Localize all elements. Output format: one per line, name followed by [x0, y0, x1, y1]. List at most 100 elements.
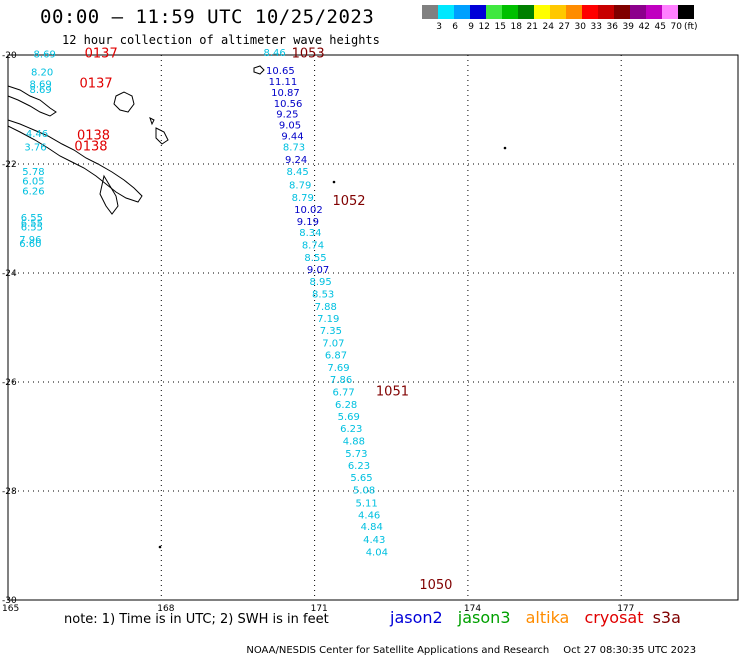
- units-note: note: 1) Time is in UTC; 2) SWH is in fe…: [64, 612, 329, 627]
- x-tick-label: 165: [2, 604, 19, 614]
- wave-height-value: 6.23: [340, 424, 362, 435]
- footer: NOAA/NESDIS Center for Satellite Applica…: [240, 634, 696, 656]
- coastline-segment: [155, 127, 169, 145]
- legend-label: 12: [478, 22, 490, 32]
- coastline-segment: [99, 174, 119, 215]
- wave-height-value: 7.19: [317, 314, 339, 325]
- wave-height-value: 8.55: [304, 253, 326, 264]
- wave-height-value: 10.65: [266, 66, 295, 77]
- wave-height-value: 4.88: [343, 437, 365, 448]
- island-dot: [158, 545, 162, 549]
- legend-label: 21: [526, 22, 538, 32]
- axis-ticks: 165 168 171 174 177 -20 -22 -24 -26 -28 -30: [2, 51, 634, 614]
- wave-height-value: 8.53: [312, 290, 334, 301]
- wave-height-value: 8.79: [292, 193, 314, 204]
- legend-label: 33: [590, 22, 602, 32]
- legend-swatch: [454, 5, 470, 19]
- wave-height-value: 6.05: [22, 177, 44, 188]
- legend-swatch: [630, 5, 646, 19]
- coastline-segment: [149, 117, 155, 126]
- wave-height-value: 7.88: [315, 302, 337, 313]
- wave-height-value: 6.77: [332, 388, 354, 399]
- wave-height-value: 9.07: [307, 265, 329, 276]
- wave-height-value: 8.74: [302, 240, 324, 251]
- island-dot: [332, 180, 336, 184]
- legend-swatch: [518, 5, 534, 19]
- track-main-values: 8.46 10.6511.1110.8710.569.259.059.448.73…: [264, 48, 388, 558]
- wave-height-value: 8.45: [286, 167, 308, 178]
- legend-label: 30: [574, 22, 586, 32]
- wave-height-value: 5.65: [350, 473, 372, 484]
- coastline-segment: [253, 65, 265, 75]
- wave-height-value: 5.78: [22, 167, 44, 178]
- wave-height-value: 6.55: [21, 222, 43, 233]
- legend-labels: 3 6 9 12 15 18 21 24 27 30 33 36 39 42 45 70 (ft): [422, 22, 698, 32]
- wave-height-value: 7.86: [330, 375, 352, 386]
- legend-color-bar: [422, 5, 698, 19]
- footer-timestamp: Oct 27 08:30:35 UTC 2023: [563, 645, 697, 656]
- legend-label: 15: [494, 22, 506, 32]
- x-tick-label: 177: [617, 604, 634, 614]
- wave-height-value: 6.23: [348, 461, 370, 472]
- legend-swatch: [582, 5, 598, 19]
- wave-height-value: 8.69: [29, 80, 51, 91]
- coastline-segment: [7, 119, 143, 203]
- x-tick-label: 174: [464, 604, 481, 614]
- wave-height-value: 5.11: [355, 498, 377, 509]
- wave-height-value: 4.46: [358, 510, 380, 521]
- x-tick-label: 168: [157, 604, 174, 614]
- wave-height-value: 9.05: [279, 121, 301, 132]
- wave-height-value: 6.87: [325, 351, 347, 362]
- legend-label: 24: [542, 22, 554, 32]
- y-tick-label: -28: [2, 487, 17, 497]
- y-tick-label: -20: [2, 51, 17, 61]
- wave-height-value: 4.43: [363, 535, 385, 546]
- mission-jason3: jason3: [457, 608, 511, 627]
- legend-label: 27: [558, 22, 570, 32]
- legend-swatch: [662, 5, 678, 19]
- wave-height-value: 8.69: [34, 50, 56, 61]
- wave-height-value: 5.73: [345, 449, 367, 460]
- pass-time-label: 1053: [292, 47, 325, 62]
- pass-time-label: 0137: [85, 47, 118, 62]
- pass-time-label: 0137: [80, 77, 113, 92]
- wave-height-legend: 3 6 9 12 15 18 21 24 27 30 33 36 39 42 45 70 (ft): [422, 5, 698, 32]
- wave-height-value: 8.95: [309, 277, 331, 288]
- legend-label: 9: [468, 22, 474, 32]
- map-subtitle: 12 hour collection of altimeter wave hei…: [62, 33, 380, 47]
- track-west-values: 8.698.208.698.694.463.765.786.056.266.55…: [19, 50, 56, 250]
- wave-height-value: 6.26: [22, 187, 44, 198]
- legend-label: 45: [654, 22, 666, 32]
- legend-label: 42: [638, 22, 650, 32]
- wave-height-value: 7.69: [327, 363, 349, 374]
- mission-cryosat: cryosat: [584, 608, 644, 627]
- wave-height-value: 6.55: [21, 219, 43, 230]
- wave-height-value: 9.44: [281, 131, 303, 142]
- x-tick-label: 171: [311, 604, 328, 614]
- mission-jason2: jason2: [390, 608, 443, 627]
- y-tick-label: -24: [2, 269, 17, 279]
- y-tick-label: -30: [2, 596, 17, 606]
- legend-unit: (ft): [684, 22, 698, 32]
- mission-altika: altika: [525, 608, 570, 627]
- pass-time-label: 0138: [74, 139, 107, 154]
- legend-swatch: [598, 5, 614, 19]
- wave-height-value: 10.02: [294, 205, 323, 216]
- coastline-segment: [7, 85, 57, 117]
- wave-height-value: 10.87: [271, 88, 300, 99]
- legend-label: 6: [452, 22, 458, 32]
- wave-height-value: 9.24: [285, 155, 307, 166]
- wave-height-value: 8.34: [299, 228, 321, 239]
- wave-height-value: 4.46: [26, 129, 48, 140]
- wave-height-value: 7.96: [19, 235, 41, 246]
- mission-s3a: s3a: [652, 608, 681, 627]
- pass-time-label: 1050: [419, 578, 452, 593]
- wave-height-value: 6.28: [335, 400, 357, 411]
- map-title: 00:00 – 11:59 UTC 10/25/2023: [40, 6, 375, 28]
- wave-height-value: 8.46: [264, 48, 286, 59]
- legend-swatch: [422, 5, 438, 19]
- pass-time-label: 1052: [332, 194, 365, 209]
- y-tick-label: -22: [2, 160, 17, 170]
- wave-height-value: 5.08: [353, 486, 375, 497]
